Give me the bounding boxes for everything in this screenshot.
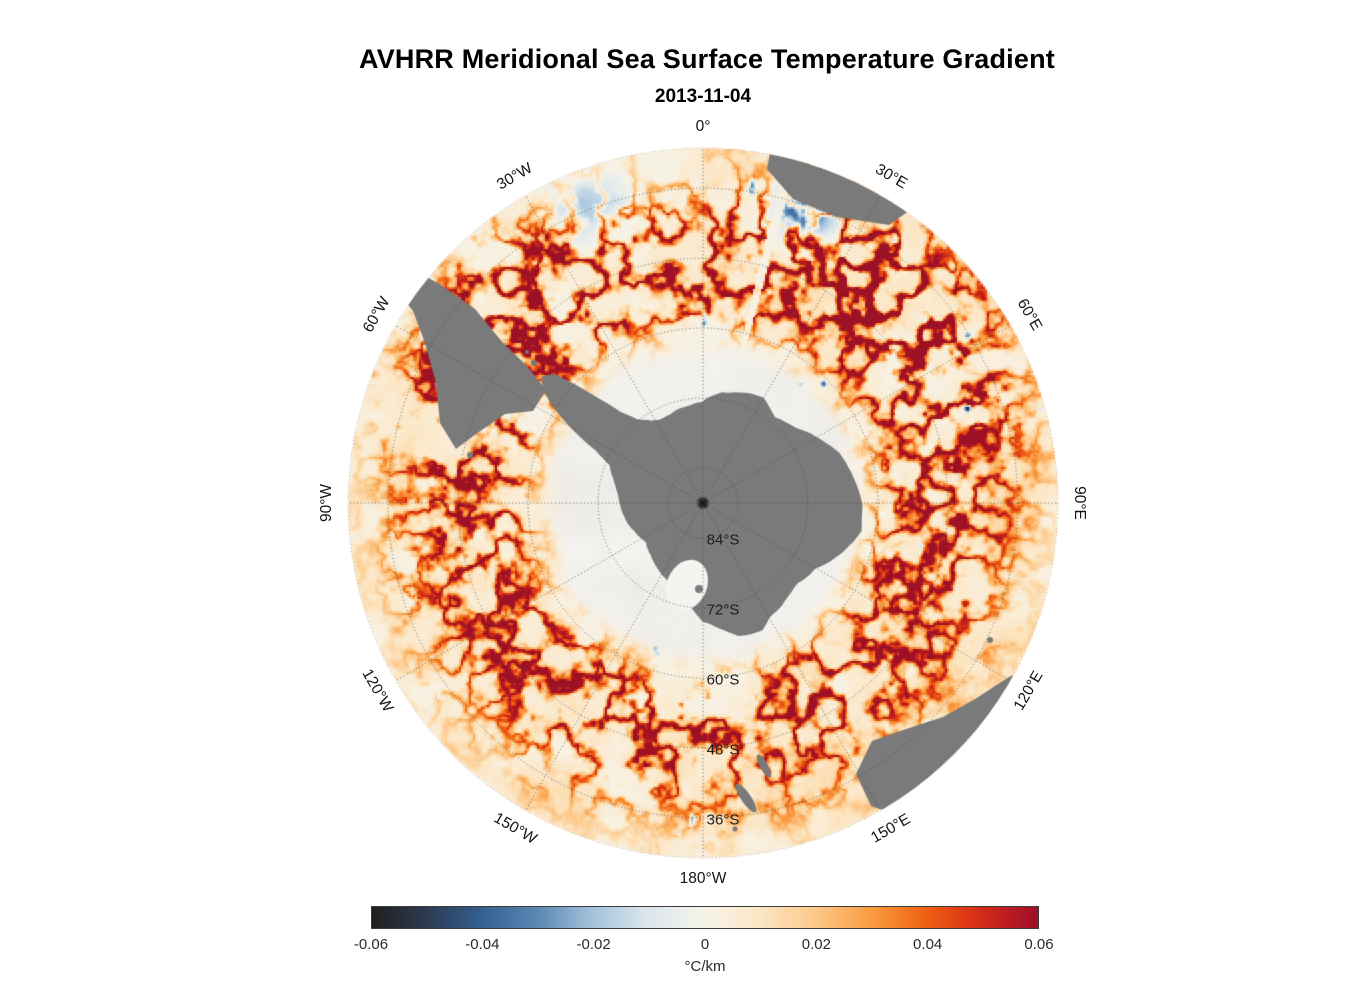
colorbar-gradient <box>371 906 1039 929</box>
polar-map-canvas <box>343 143 1063 863</box>
longitude-tick-label: 90°E <box>1071 486 1088 520</box>
latitude-tick-label: 84°S <box>706 531 740 549</box>
colorbar-tick-label: -0.06 <box>353 936 389 953</box>
latitude-tick-label: 72°S <box>706 601 740 619</box>
longitude-tick-label: 180°W <box>679 870 727 887</box>
plot-title: AVHRR Meridional Sea Surface Temperature… <box>359 44 1055 74</box>
colorbar-tick-label: 0.02 <box>801 936 831 953</box>
colorbar-ticks: -0.06 -0.04 -0.02 0 0.02 0.04 0.06 <box>354 936 1054 954</box>
plot-subtitle: 2013-11-04 <box>654 86 752 107</box>
longitude-tick-label: 90°W <box>318 483 335 523</box>
colorbar-tick-label: 0 <box>700 936 710 953</box>
colorbar-tick-label: -0.02 <box>576 936 611 953</box>
longitude-tick-label: 0° <box>695 118 711 135</box>
latitude-tick-label: 48°S <box>706 741 740 759</box>
colorbar-tick-label: 0.06 <box>1024 936 1054 953</box>
colorbar-tick-label: 0.04 <box>913 936 943 953</box>
latitude-tick-label: 60°S <box>706 671 740 689</box>
colorbar-tick-label: -0.04 <box>465 936 500 953</box>
colorbar-unit-label: °C/km <box>684 958 726 975</box>
latitude-tick-label: 36°S <box>706 811 740 829</box>
